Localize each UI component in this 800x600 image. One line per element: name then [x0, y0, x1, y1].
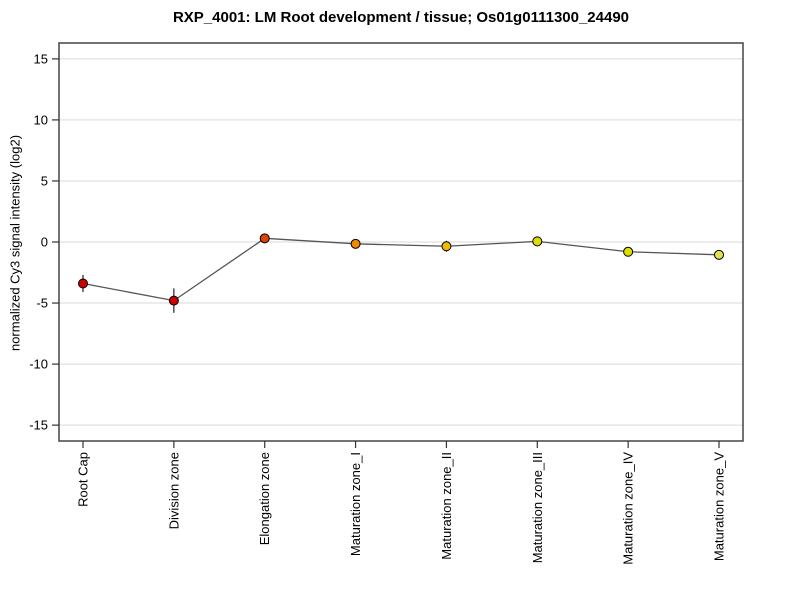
- y-axis-title: normalized Cy3 signal intensity (log2): [7, 134, 23, 352]
- y-tick-label-15: 15: [34, 51, 48, 66]
- data-point-1: [168, 295, 179, 306]
- x-category-label-3: Maturation zone_I: [348, 452, 363, 556]
- y-tick-label--15: -15: [29, 418, 48, 433]
- x-category-label-0: Root Cap: [76, 452, 91, 507]
- y-tick-label--10: -10: [29, 357, 48, 372]
- data-point-6: [623, 246, 634, 257]
- y-tick-label-0: 0: [41, 235, 48, 250]
- y-tick-label-5: 5: [41, 173, 48, 188]
- x-category-label-2: Elongation zone: [257, 452, 272, 545]
- data-point-7: [714, 249, 724, 260]
- data-point-4: [441, 241, 452, 252]
- y-tick-label-10: 10: [34, 112, 48, 127]
- x-category-label-7: Maturation zone_V: [712, 452, 727, 561]
- data-point-2: [259, 233, 270, 244]
- data-point-3: [350, 238, 361, 249]
- y-tick-label--5: -5: [36, 296, 48, 311]
- x-category-label-6: Maturation zone_IV: [621, 452, 636, 565]
- data-point-0: [78, 278, 88, 289]
- x-category-label-1: Division zone: [166, 452, 181, 529]
- series-line: [82, 237, 720, 302]
- data-point-5: [532, 236, 543, 247]
- x-category-label-4: Maturation zone_II: [439, 452, 454, 560]
- chart-title: RXP_4001: LM Root development / tissue; …: [172, 9, 630, 26]
- x-category-label-5: Maturation zone_III: [530, 452, 545, 563]
